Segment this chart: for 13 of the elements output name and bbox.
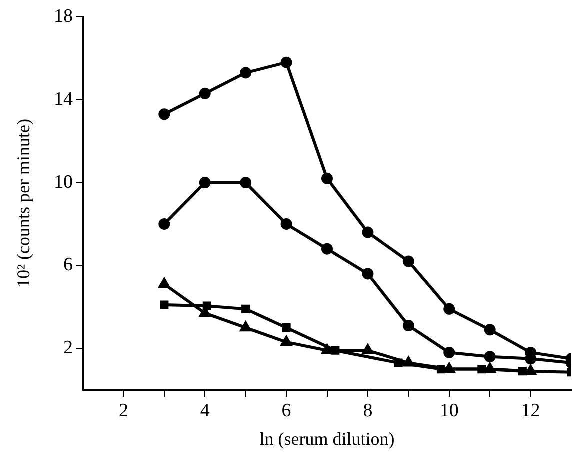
x-tick-label: 12 — [521, 400, 540, 422]
x-axis-title: ln (serum dilution) — [260, 428, 395, 449]
y-tick-label: 18 — [54, 6, 73, 27]
x-tick-label: 8 — [363, 400, 373, 422]
y-tick-label: 14 — [54, 88, 74, 110]
y-tick-label: 2 — [64, 338, 73, 359]
x-tick-label: 2 — [118, 400, 128, 422]
x-tick-label: 4 — [200, 400, 210, 422]
y-axis-title: 10² (counts per minute) — [14, 119, 34, 288]
y-tick-label: 6 — [64, 254, 73, 276]
x-tick-label: 10 — [440, 400, 459, 422]
x-tick-label: 6 — [282, 400, 292, 422]
y-tick-label: 10 — [54, 172, 73, 193]
